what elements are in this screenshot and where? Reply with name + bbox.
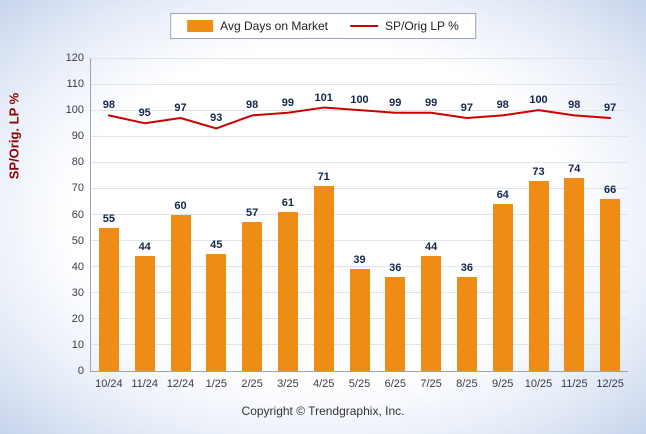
- gridline: [91, 161, 628, 163]
- gridline: [91, 240, 628, 242]
- line-value-label: 99: [281, 96, 295, 109]
- bar-11/25: [564, 177, 585, 371]
- y-tick-label: 110: [66, 78, 84, 91]
- x-tick-label: 4/25: [312, 378, 335, 390]
- legend-label-bar-series: Avg Days on Market: [220, 19, 329, 33]
- bar-value-label: 44: [138, 241, 151, 254]
- line-value-label: 95: [138, 107, 151, 120]
- gridline: [91, 266, 628, 268]
- x-tick-label: 3/25: [277, 378, 299, 390]
- bar-2/25: [242, 222, 263, 371]
- line-value-label: 100: [350, 94, 369, 107]
- y-tick-label: 50: [71, 234, 84, 247]
- gridline: [91, 135, 628, 137]
- bar-value-label: 71: [317, 170, 330, 183]
- x-tick-label: 2/25: [241, 378, 263, 390]
- bar-value-label: 39: [353, 254, 366, 267]
- line-value-label: 100: [529, 94, 548, 107]
- y-tick-label: 70: [71, 182, 84, 195]
- line-value-label: 97: [174, 101, 187, 114]
- x-tick-label: 7/25: [420, 378, 442, 390]
- y-tick-label: 100: [65, 104, 84, 117]
- bar-7/25: [421, 256, 442, 371]
- bar-8/25: [456, 277, 477, 371]
- line-value-label: 93: [210, 112, 223, 125]
- bar-value-label: 36: [389, 262, 402, 275]
- bar-9/25: [492, 204, 513, 371]
- gridline: [91, 57, 628, 59]
- x-tick-label: 11/25: [560, 378, 588, 390]
- bar-11/24: [134, 256, 155, 371]
- x-tick-label: 10/24: [95, 378, 123, 390]
- y-tick-label: 0: [77, 365, 84, 377]
- bar-value-label: 57: [245, 207, 259, 220]
- line-value-label: 99: [389, 96, 402, 109]
- gridline: [91, 83, 628, 85]
- bar-value-label: 60: [174, 199, 187, 212]
- line-value-label: 97: [603, 101, 617, 114]
- x-tick-label: 8/25: [456, 378, 478, 390]
- gridline: [91, 214, 628, 215]
- y-axis-title: SP/Orig. LP %: [6, 92, 22, 180]
- bar-value-label: 36: [460, 262, 474, 275]
- legend-item-bar-series: Avg Days on Market: [187, 19, 328, 33]
- line-value-label: 98: [102, 99, 116, 112]
- plot-area: 0 10 20 30 40 50 60 70 80 90 100 110 120 55 10/24 44 11/…: [66, 52, 628, 390]
- y-tick-label: 20: [71, 312, 84, 325]
- y-tick-label: 30: [71, 286, 84, 299]
- bar-10/24: [98, 227, 119, 371]
- bar-3/25: [277, 211, 298, 371]
- y-tick-label: 60: [71, 208, 84, 221]
- bar-value-label: 73: [532, 165, 545, 178]
- gridline: [91, 187, 628, 189]
- bar-value-label: 55: [102, 212, 116, 225]
- line-value-label: 98: [245, 99, 259, 112]
- y-tick-label: 80: [71, 156, 84, 169]
- bar-value-label: 44: [424, 241, 438, 254]
- line-value-label: 97: [460, 101, 474, 114]
- bar-value-label: 61: [281, 196, 295, 209]
- chart-legend: Avg Days on Market SP/Orig LP %: [170, 13, 476, 39]
- y-tick-label: 120: [65, 52, 84, 64]
- line-series-path: [107, 106, 612, 130]
- bar-6/25: [385, 277, 406, 371]
- legend-label-line-series: SP/Orig LP %: [385, 19, 459, 33]
- copyright-text: Copyright © Trendgraphix, Inc.: [241, 404, 405, 418]
- line-value-label: 101: [314, 91, 333, 104]
- bar-10/25: [528, 180, 549, 371]
- x-tick-label: 12/24: [166, 378, 195, 390]
- x-tick-label: 11/24: [131, 378, 159, 390]
- bar-1/25: [206, 253, 227, 371]
- bar-5/25: [349, 269, 370, 371]
- bar-value-label: 64: [496, 189, 509, 202]
- line-series-swatch-icon: [350, 25, 379, 27]
- x-tick-label: 5/25: [348, 378, 371, 390]
- bar-12/24: [170, 214, 191, 371]
- bar-value-label: 66: [603, 183, 617, 196]
- line-value-label: 98: [568, 99, 581, 112]
- x-tick-label: 12/25: [596, 378, 624, 390]
- y-tick-label: 40: [71, 260, 84, 273]
- x-tick-label: 6/25: [384, 378, 407, 390]
- x-tick-label: 10/25: [524, 378, 553, 390]
- x-tick-label: 1/25: [205, 378, 228, 390]
- bar-value-label: 45: [210, 238, 223, 251]
- line-value-label: 99: [424, 96, 438, 109]
- bar-value-label: 74: [568, 162, 581, 175]
- bar-4/25: [313, 185, 334, 371]
- x-tick-label: 9/25: [491, 378, 514, 390]
- y-tick-label: 10: [71, 338, 84, 351]
- bar-12/25: [600, 198, 621, 371]
- y-tick-label: 90: [71, 130, 84, 143]
- line-value-label: 98: [496, 99, 509, 112]
- legend-item-line-series: SP/Orig LP %: [350, 19, 459, 33]
- bar-series-swatch-icon: [187, 20, 214, 32]
